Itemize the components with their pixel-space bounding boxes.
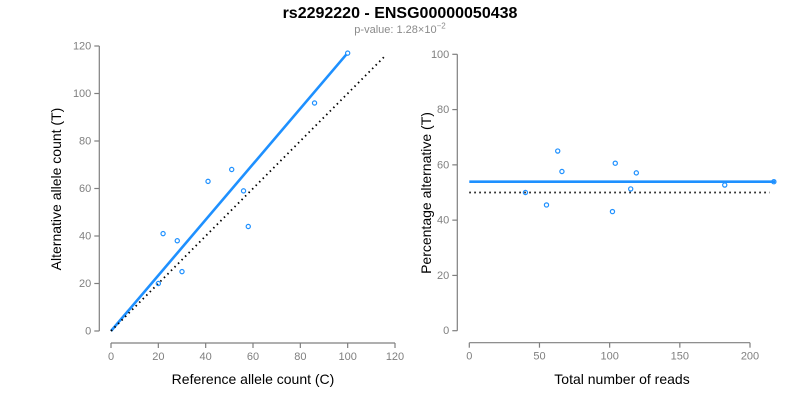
left-data-point (344, 50, 351, 56)
right-data-point (543, 202, 550, 208)
right-data-point (522, 189, 529, 196)
right-x-axis-title: Total number of reads (554, 371, 690, 387)
left-data-point (229, 166, 235, 173)
left-x-tick-label: 100 (338, 351, 356, 363)
left-x-tick-label: 0 (108, 351, 114, 363)
left-x-tick-label: 120 (386, 351, 404, 363)
left-regression-line (110, 53, 348, 332)
right-x-tick-label: 150 (671, 351, 689, 363)
left-data-point (160, 230, 166, 237)
left-y-axis-title: Alternative allele count (T) (48, 107, 64, 271)
right-x-tick-label: 50 (533, 351, 545, 363)
right-y-tick-label: 60 (437, 159, 449, 171)
left-y-tick-label: 100 (73, 88, 91, 100)
left-y-tick-label: 80 (79, 136, 91, 148)
right-data-point (628, 186, 634, 192)
right-data-point (612, 160, 618, 166)
left-y-tick-label: 60 (79, 183, 91, 195)
left-x-tick-label: 60 (247, 351, 259, 363)
pvalue-exponent: −2 (436, 21, 446, 31)
left-y-tick-label: 20 (79, 278, 91, 290)
left-x-axis-title: Reference allele count (C) (171, 371, 335, 387)
left-y-tick-label: 120 (73, 41, 91, 53)
left-x-tick-label: 40 (200, 351, 212, 363)
left-y-tick-label: 0 (85, 326, 91, 338)
right-y-axis-title: Percentage alternative (T) (418, 112, 434, 274)
right-data-point (559, 168, 565, 175)
figure-subtitle: p-value: 1.28×10−2 (0, 21, 800, 36)
right-y-tick-label: 0 (443, 325, 449, 337)
right-y-tick-label: 40 (437, 215, 449, 227)
left-data-point (155, 280, 162, 287)
left-data-point (311, 100, 318, 106)
left-data-point (240, 188, 247, 194)
figure-title: rs2292220 - ENSG00000050438 (282, 5, 518, 22)
left-x-tick-label: 20 (152, 351, 164, 363)
left-y-tick-label: 40 (79, 231, 91, 243)
right-data-point (771, 179, 777, 185)
right-x-tick-label: 100 (600, 351, 618, 363)
right-y-tick-label: 20 (437, 270, 449, 282)
left-identity-line (110, 54, 387, 332)
right-y-tick-label: 100 (431, 49, 449, 61)
pvalue-base: 1.28×10 (396, 24, 437, 36)
left-data-point (179, 268, 185, 275)
left-x-tick-label: 80 (294, 351, 306, 363)
right-x-tick-label: 200 (741, 351, 759, 363)
left-data-point (245, 223, 251, 230)
right-data-point (555, 148, 561, 154)
right-data-point (609, 208, 616, 215)
pvalue-prefix: p-value: (354, 24, 397, 36)
right-y-tick-label: 80 (437, 104, 449, 116)
right-x-tick-label: 0 (466, 351, 472, 363)
left-data-point (205, 178, 211, 185)
left-data-point (174, 238, 180, 244)
right-data-point (633, 170, 640, 176)
right-data-point (722, 182, 728, 188)
